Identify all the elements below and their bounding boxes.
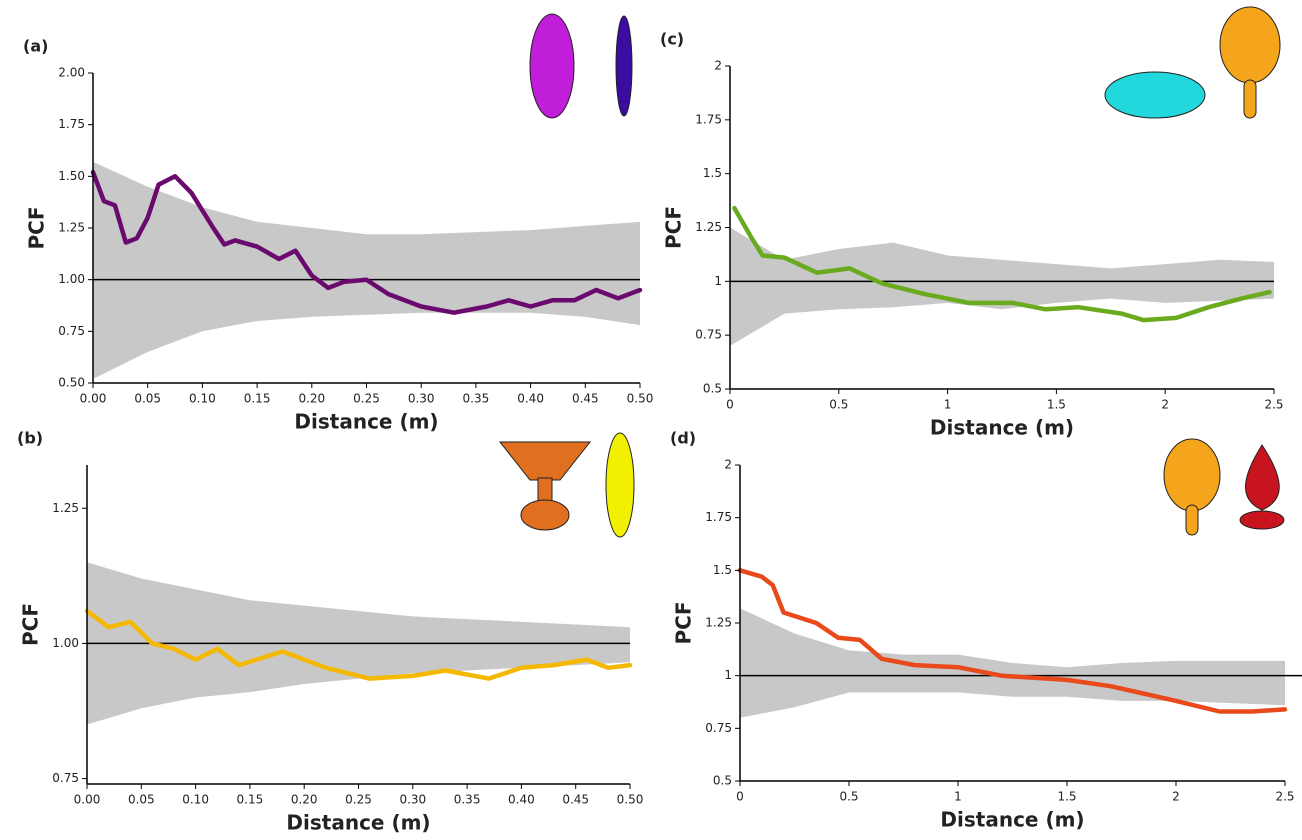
x-axis-title: Distance (m) — [294, 410, 438, 434]
envelope-band — [740, 608, 1285, 718]
x-tick-label: 0.20 — [298, 392, 325, 406]
y-tick-label: 0.75 — [58, 324, 85, 338]
y-tick-label: 0.75 — [52, 771, 79, 785]
x-tick-label: 0.05 — [128, 793, 155, 807]
icon — [498, 441, 592, 481]
y-tick-label: 0.5 — [713, 774, 732, 788]
x-tick-label: 1 — [954, 790, 962, 804]
x-tick-label: 0.30 — [399, 793, 426, 807]
panel-label: (b) — [17, 429, 43, 448]
y-tick-label: 1.75 — [58, 117, 85, 131]
x-tick-label: 0.45 — [562, 793, 589, 807]
x-tick-label: 0.10 — [189, 392, 216, 406]
icon — [1104, 71, 1206, 119]
x-tick-label: 0.50 — [627, 392, 654, 406]
x-tick-label: 0.35 — [463, 392, 490, 406]
icons — [498, 6, 1285, 538]
y-tick-label: 2 — [724, 458, 732, 472]
icon — [1239, 510, 1285, 530]
icon — [520, 499, 570, 531]
icon — [1245, 444, 1280, 511]
x-tick-label: 1.5 — [1057, 790, 1076, 804]
x-tick-label: 0.10 — [182, 793, 209, 807]
panel: 0.5 0.75 1 1.25 1.5 1.75 2 0 0.5 1 1.5 2 2.5 Distance… — [670, 429, 1302, 832]
x-tick-label: 0 — [726, 398, 734, 412]
x-tick-label: 0.50 — [617, 793, 644, 807]
pcf-line — [732, 205, 1272, 323]
x-axis-title: Distance (m) — [930, 416, 1074, 440]
y-tick-label: 0.5 — [703, 382, 722, 396]
pcf-line — [90, 169, 643, 315]
panel: 0.5 0.75 1 1.25 1.5 1.75 2 0 0.5 1 1.5 2 2.5 Distance… — [660, 30, 1284, 440]
y-tick-label: 1 — [714, 274, 722, 288]
x-tick-label: 0.35 — [454, 793, 481, 807]
icon — [1219, 6, 1281, 84]
y-tick-label: 1.25 — [695, 220, 722, 234]
panel-label: (a) — [23, 37, 48, 56]
y-tick-label: 1.5 — [713, 563, 732, 577]
panel-label: (c) — [660, 30, 684, 49]
x-tick-label: 0.40 — [508, 793, 535, 807]
y-tick-label: 1.75 — [705, 510, 732, 524]
x-axis-title: Distance (m) — [286, 811, 430, 835]
x-tick-label: 2 — [1172, 790, 1180, 804]
panel: 0.75 1.00 1.25 0.00 0.05 0.10 0.15 0.20 0.25 0.30… — [17, 429, 643, 835]
y-tick-label: 1.75 — [695, 112, 722, 126]
x-axis-title: Distance (m) — [940, 808, 1084, 832]
y-tick-label: 1.00 — [52, 636, 79, 650]
icon — [1163, 438, 1221, 512]
pcf-line — [84, 608, 633, 681]
y-tick-label: 2.00 — [58, 66, 85, 80]
y-tick-label: 0.75 — [705, 721, 732, 735]
y-tick-label: 1.25 — [705, 616, 732, 630]
pcf-line — [737, 568, 1288, 714]
x-tick-label: 0.15 — [244, 392, 271, 406]
y-tick-label: 1.50 — [58, 169, 85, 183]
x-tick-label: 0.00 — [80, 392, 107, 406]
icon — [1185, 504, 1199, 536]
y-tick-label: 0.50 — [58, 376, 85, 390]
y-tick-label: 1.25 — [58, 221, 85, 235]
y-tick-label: 2 — [714, 59, 722, 73]
x-tick-label: 1 — [944, 398, 952, 412]
x-tick-label: 0.5 — [829, 398, 848, 412]
y-axis-title: PCF — [662, 206, 686, 249]
icon — [529, 13, 575, 119]
y-axis-title: PCF — [25, 207, 49, 250]
icon — [615, 15, 633, 117]
x-tick-label: 1.5 — [1047, 398, 1066, 412]
y-tick-label: 1 — [724, 668, 732, 682]
x-tick-label: 0.45 — [572, 392, 599, 406]
x-tick-label: 0.40 — [517, 392, 544, 406]
x-tick-label: 0.25 — [345, 793, 372, 807]
icon — [1243, 79, 1257, 119]
y-axis-title: PCF — [672, 602, 696, 645]
x-tick-label: 2 — [1161, 398, 1169, 412]
x-tick-label: 0 — [736, 790, 744, 804]
y-axis-title: PCF — [19, 603, 43, 646]
x-tick-label: 0.00 — [74, 793, 101, 807]
y-tick-label: 1.00 — [58, 272, 85, 286]
envelope-band — [93, 161, 640, 379]
y-tick-label: 1.25 — [52, 501, 79, 515]
x-tick-label: 0.30 — [408, 392, 435, 406]
panel: 0.50 0.75 1.00 1.25 1.50 1.75 2.00 0.00 0.05 0.10… — [23, 37, 653, 434]
x-tick-label: 0.20 — [291, 793, 318, 807]
x-tick-label: 0.5 — [839, 790, 858, 804]
x-tick-label: 0.25 — [353, 392, 380, 406]
x-tick-label: 2.5 — [1275, 790, 1294, 804]
y-tick-label: 1.5 — [703, 166, 722, 180]
panel-label: (d) — [670, 429, 696, 448]
x-tick-label: 2.5 — [1264, 398, 1283, 412]
x-tick-label: 0.15 — [237, 793, 264, 807]
envelope-band — [730, 227, 1274, 346]
x-tick-label: 0.05 — [134, 392, 161, 406]
y-tick-label: 0.75 — [695, 328, 722, 342]
icon — [605, 432, 635, 538]
